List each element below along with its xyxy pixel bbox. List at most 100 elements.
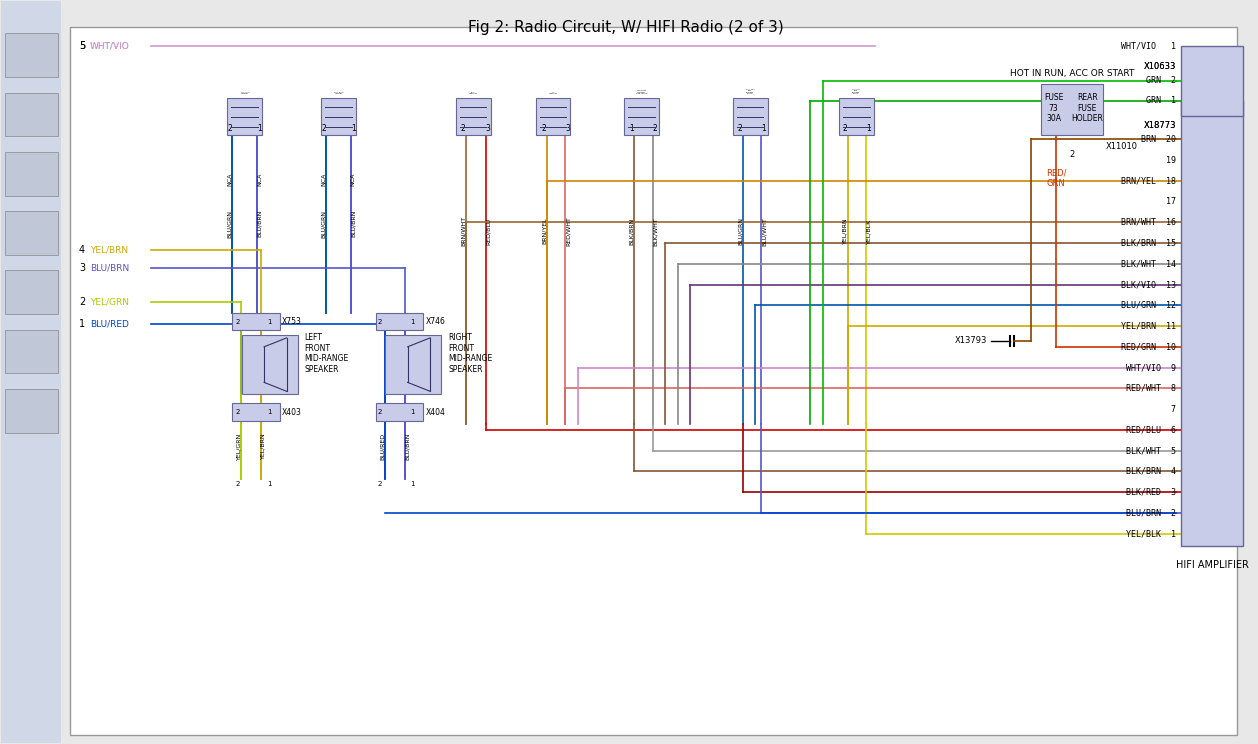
Text: NCA: NCA xyxy=(321,173,326,186)
FancyBboxPatch shape xyxy=(5,271,58,314)
FancyBboxPatch shape xyxy=(228,97,262,135)
Text: YEL/GRN: YEL/GRN xyxy=(91,297,130,306)
Text: BLU/BRN: BLU/BRN xyxy=(351,210,356,237)
Text: X18773: X18773 xyxy=(1144,121,1176,129)
Text: BLK/RED  3: BLK/RED 3 xyxy=(1126,487,1176,496)
FancyBboxPatch shape xyxy=(5,211,58,255)
Text: 2: 2 xyxy=(321,124,326,133)
Text: RED/WHT  8: RED/WHT 8 xyxy=(1126,384,1176,393)
Text: RIGHT REAR
DOOR
MID-RANGE
SPEAKER: RIGHT REAR DOOR MID-RANGE SPEAKER xyxy=(746,89,755,94)
Text: 3: 3 xyxy=(486,124,491,133)
Text: BLK/WHT  14: BLK/WHT 14 xyxy=(1121,259,1176,269)
Text: X13793: X13793 xyxy=(955,336,988,345)
Text: 5: 5 xyxy=(79,41,86,51)
Text: RED/BLU  6: RED/BLU 6 xyxy=(1126,426,1176,434)
Text: BLU/GRN: BLU/GRN xyxy=(228,210,233,238)
Text: 7: 7 xyxy=(1161,405,1176,414)
FancyBboxPatch shape xyxy=(1042,84,1103,135)
Text: FUSE
73
30A: FUSE 73 30A xyxy=(1044,93,1063,123)
Text: WHT/VIO  9: WHT/VIO 9 xyxy=(1126,363,1176,372)
Text: 1: 1 xyxy=(268,318,272,324)
Text: GRN  1: GRN 1 xyxy=(1146,96,1176,105)
Text: HOT IN RUN, ACC OR START: HOT IN RUN, ACC OR START xyxy=(1010,68,1135,77)
Text: BLU/BRN: BLU/BRN xyxy=(405,432,410,460)
Text: 3: 3 xyxy=(79,263,86,273)
Text: RED/BLU: RED/BLU xyxy=(486,217,491,245)
Text: RIGHT
FRONT
MID-RANGE
SPEAKER: RIGHT FRONT MID-RANGE SPEAKER xyxy=(448,333,492,373)
Text: BLU/RED: BLU/RED xyxy=(91,319,128,328)
Text: 2: 2 xyxy=(235,318,239,324)
Text: BLK/BRN: BLK/BRN xyxy=(629,217,634,245)
FancyBboxPatch shape xyxy=(5,92,58,136)
Text: 1: 1 xyxy=(268,481,272,487)
Text: 1: 1 xyxy=(410,409,414,415)
FancyBboxPatch shape xyxy=(233,312,279,330)
FancyBboxPatch shape xyxy=(1181,101,1243,546)
Text: 1: 1 xyxy=(629,124,634,133)
Text: NCA: NCA xyxy=(351,173,356,186)
Text: TOP CENTER
INSTRUMENT
PANEL SPEAKER: TOP CENTER INSTRUMENT PANEL SPEAKER xyxy=(637,90,648,94)
Text: RED/WHT: RED/WHT xyxy=(566,217,570,246)
FancyBboxPatch shape xyxy=(732,97,767,135)
Text: BLK/WHT  5: BLK/WHT 5 xyxy=(1126,446,1176,455)
Text: NCA: NCA xyxy=(257,173,262,186)
Text: 2: 2 xyxy=(377,318,381,324)
Text: YEL/GRN: YEL/GRN xyxy=(237,432,242,460)
FancyBboxPatch shape xyxy=(70,28,1237,735)
FancyBboxPatch shape xyxy=(1181,46,1243,116)
Text: X404: X404 xyxy=(425,408,445,417)
Text: BRN/YEL: BRN/YEL xyxy=(542,218,547,245)
Text: BLU/BRN: BLU/BRN xyxy=(257,210,262,237)
Text: NCA: NCA xyxy=(228,173,233,186)
Text: X18773: X18773 xyxy=(1144,121,1176,129)
Text: 2: 2 xyxy=(377,409,381,415)
Text: X403: X403 xyxy=(282,408,302,417)
Text: 1: 1 xyxy=(258,124,262,133)
FancyBboxPatch shape xyxy=(376,403,423,421)
FancyBboxPatch shape xyxy=(321,97,356,135)
FancyBboxPatch shape xyxy=(5,389,58,433)
FancyBboxPatch shape xyxy=(5,33,58,77)
Text: BLU/RED: BLU/RED xyxy=(380,432,385,460)
FancyBboxPatch shape xyxy=(5,152,58,196)
Text: X11010: X11010 xyxy=(1106,142,1138,151)
Text: BLU/GRN: BLU/GRN xyxy=(737,217,742,246)
Text: RED/GRN  10: RED/GRN 10 xyxy=(1121,342,1176,351)
Text: BLU/GRN  12: BLU/GRN 12 xyxy=(1121,301,1176,310)
FancyBboxPatch shape xyxy=(5,330,58,373)
Text: 19: 19 xyxy=(1156,155,1176,164)
Text: X753: X753 xyxy=(282,317,302,326)
Text: YEL/BLK  1: YEL/BLK 1 xyxy=(1126,529,1176,538)
Text: 1: 1 xyxy=(410,318,414,324)
FancyBboxPatch shape xyxy=(242,335,298,394)
Text: 2: 2 xyxy=(843,124,848,133)
Text: BLU/BRN: BLU/BRN xyxy=(91,263,130,273)
Text: X10633: X10633 xyxy=(1144,62,1176,71)
Text: 2: 2 xyxy=(653,124,658,133)
Text: BRN  20: BRN 20 xyxy=(1141,135,1176,144)
Text: RIGHT
SUBWOOFER: RIGHT SUBWOOFER xyxy=(468,92,478,94)
FancyBboxPatch shape xyxy=(624,97,659,135)
FancyBboxPatch shape xyxy=(376,312,423,330)
Text: YEL/BLK: YEL/BLK xyxy=(867,219,872,244)
Text: 2: 2 xyxy=(738,124,742,133)
Text: RIGHT FRONT
TWEETER: RIGHT FRONT TWEETER xyxy=(333,92,343,94)
Text: LEFT
FRONT
MID-RANGE
SPEAKER: LEFT FRONT MID-RANGE SPEAKER xyxy=(304,333,348,373)
Text: HIFI AMPLIFIER: HIFI AMPLIFIER xyxy=(1175,559,1248,569)
Text: YEL/BRN: YEL/BRN xyxy=(91,246,128,254)
Text: BLU/WHT: BLU/WHT xyxy=(761,217,766,246)
Text: 2: 2 xyxy=(228,124,233,133)
Text: LEFT
SUBWOOFER: LEFT SUBWOOFER xyxy=(548,92,557,94)
Bar xyxy=(1,1,62,743)
Text: WHT/VIO: WHT/VIO xyxy=(91,42,130,51)
Text: BRN/WHT: BRN/WHT xyxy=(460,216,465,246)
Text: BLK/BRN  15: BLK/BRN 15 xyxy=(1121,239,1176,248)
Text: REAR
FUSE
HOLDER: REAR FUSE HOLDER xyxy=(1072,93,1103,123)
Text: 1: 1 xyxy=(410,481,414,487)
Text: LEFT REAR
DOOR
MID-RANGE
SPEAKER: LEFT REAR DOOR MID-RANGE SPEAKER xyxy=(852,89,860,94)
Text: 5: 5 xyxy=(79,41,86,51)
Text: X746: X746 xyxy=(425,317,445,326)
Text: BLU/BRN  2: BLU/BRN 2 xyxy=(1126,508,1176,517)
Text: 17: 17 xyxy=(1156,197,1176,206)
Text: LEFT FRONT
TWEETER: LEFT FRONT TWEETER xyxy=(240,92,249,94)
